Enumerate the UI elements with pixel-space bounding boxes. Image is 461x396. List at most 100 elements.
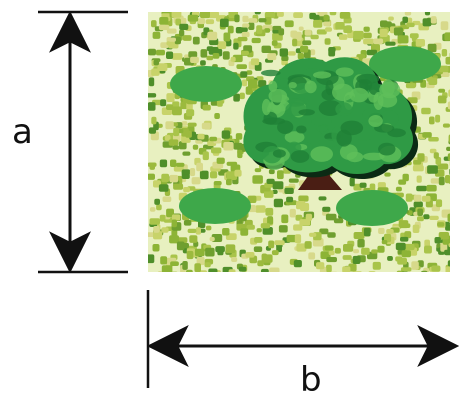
leaf-dot: [450, 86, 455, 93]
leaf-dot: [166, 28, 177, 34]
leaf-dot: [363, 227, 371, 237]
leaf-dot: [335, 22, 345, 30]
leaf-dot: [424, 12, 431, 16]
leaf-dot: [154, 198, 160, 205]
leaf-dot: [148, 77, 155, 87]
leaf-dot: [310, 49, 316, 56]
leaf-dot: [234, 14, 240, 23]
leaf-dot: [448, 89, 450, 97]
leaf-dot: [289, 208, 296, 218]
leaf-dot: [447, 65, 450, 73]
leaf-dot: [423, 214, 430, 220]
leaf-dot: [421, 107, 431, 115]
leaf-dot: [368, 271, 376, 272]
leaf-dot: [353, 249, 360, 254]
leaf-dot: [269, 267, 280, 272]
leaf-dot: [412, 224, 420, 233]
leaf-dot: [206, 46, 214, 52]
leaf-dot: [417, 260, 424, 268]
tree-crown-texture: [255, 67, 406, 171]
leaf-dot: [233, 42, 239, 50]
leaf-dot: [302, 40, 312, 46]
leaf-dot: [329, 12, 337, 16]
leaf-dot: [447, 260, 450, 267]
leaf-dot: [157, 63, 168, 71]
leaf-dot: [447, 153, 450, 161]
leaf-dot: [166, 104, 174, 110]
leaf-dot: [247, 195, 257, 203]
leaf-dot: [264, 28, 271, 33]
leaf-dot: [339, 12, 351, 19]
leaf-dot: [159, 214, 166, 222]
leaf-dot: [233, 93, 240, 102]
leaf-dot: [233, 142, 243, 150]
leaf-dot: [276, 243, 282, 253]
leaf-dot: [168, 273, 178, 280]
leaf-dot: [297, 53, 304, 60]
leaf-dot: [440, 242, 448, 252]
leaf-dot: [204, 262, 211, 268]
leaf-dot: [152, 244, 160, 252]
leaf-dot: [422, 18, 432, 27]
crown-patch: [304, 80, 317, 94]
leaf-dot: [407, 97, 418, 104]
leaf-dot: [361, 247, 370, 255]
leaf-dot: [166, 93, 175, 102]
leaf-dot: [179, 17, 187, 24]
leaf-dot: [437, 222, 445, 227]
leaf-dot: [245, 86, 254, 95]
leaf-dot: [197, 18, 206, 25]
leaf-dot: [444, 32, 450, 41]
leaf-dot: [377, 182, 386, 189]
leaf-dot: [223, 32, 231, 42]
leaf-dot: [406, 22, 415, 28]
leaf-dot: [445, 266, 450, 272]
leaf-dot: [353, 183, 362, 191]
leaf-dot: [202, 104, 211, 111]
leaf-dot: [222, 228, 230, 236]
leaf-dot: [264, 190, 274, 198]
leaf-dot: [254, 168, 262, 173]
leaf-dot: [220, 18, 229, 28]
leaf-dot: [170, 261, 179, 266]
leaf-dot: [151, 116, 157, 125]
leaf-dot: [169, 174, 179, 183]
leaf-dot: [304, 29, 312, 36]
leaf-dot: [271, 273, 281, 281]
leaf-dot: [431, 265, 441, 272]
leaf-dot: [173, 183, 184, 190]
leaf-dot: [449, 158, 450, 166]
leaf-dot: [267, 216, 274, 225]
leaf-dot: [295, 214, 303, 221]
leaf-dot: [413, 201, 423, 208]
leaf-dot: [248, 18, 258, 23]
leaf-dot: [192, 36, 200, 45]
leaf-dot: [429, 44, 436, 51]
leaf-dot: [170, 159, 177, 167]
leaf-dot: [426, 184, 437, 192]
leaf-dot: [246, 224, 255, 230]
leaf-dot: [235, 27, 243, 34]
leaf-dot: [304, 241, 312, 249]
bush-bottom-left: [179, 188, 251, 224]
leaf-dot: [379, 29, 388, 37]
leaf-dot: [216, 157, 225, 164]
leaf-dot: [403, 243, 415, 251]
leaf-dot: [449, 168, 450, 175]
leaf-dot: [261, 268, 269, 272]
leaf-dot: [417, 216, 424, 222]
leaf-dot: [164, 134, 171, 141]
leaf-dot: [284, 187, 294, 194]
leaf-dot: [175, 18, 181, 26]
leaf-dot: [148, 48, 156, 56]
leaf-dot: [422, 132, 432, 138]
leaf-dot: [241, 31, 250, 38]
crown-patch: [359, 79, 373, 91]
leaf-dot: [330, 271, 338, 272]
leaf-dot: [277, 170, 284, 180]
height-label: a: [12, 112, 33, 152]
leaf-dot: [435, 199, 443, 208]
crown-patch: [288, 82, 297, 89]
leaf-dot: [268, 169, 275, 175]
leaf-dot: [325, 27, 332, 32]
